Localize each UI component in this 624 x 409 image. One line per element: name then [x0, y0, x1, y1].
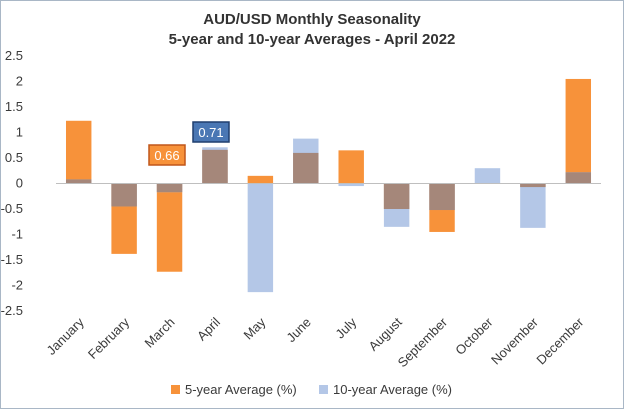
- legend-label: 10-year Average (%): [333, 382, 452, 397]
- annotations: 0.66 0.71: [148, 121, 230, 166]
- y-tick-label: 0: [16, 176, 23, 191]
- x-tick-label: December: [533, 314, 586, 367]
- legend: 5-year Average (%) 10-year Average (%): [171, 382, 452, 397]
- bar-5yr: [156, 183, 183, 272]
- x-tick-label: August: [366, 314, 405, 353]
- bar-5yr: [65, 120, 92, 184]
- legend-label: 5-year Average (%): [185, 382, 297, 397]
- bar-10yr: [247, 183, 274, 293]
- bar-overlap: [65, 179, 92, 184]
- x-tick-label: March: [142, 315, 178, 351]
- data-label-april: 0.71: [192, 121, 230, 143]
- data-label-box: [192, 121, 230, 143]
- y-tick-label: -1.5: [1, 252, 23, 267]
- bar-overlap: [520, 183, 546, 188]
- x-tick-label: May: [241, 314, 269, 342]
- data-label-box: [148, 144, 186, 166]
- x-tick-label: June: [283, 315, 314, 346]
- bar-5yr: [565, 78, 592, 184]
- bar-group-october: [474, 168, 501, 184]
- x-tick-label: November: [488, 314, 541, 367]
- bar-overlap: [565, 172, 592, 184]
- bar-10yr: [520, 183, 546, 228]
- bar-group-may: [247, 175, 274, 293]
- y-tick-label: -2: [11, 278, 23, 293]
- chart-subtitle: 5-year and 10-year Averages - April 2022: [169, 31, 456, 48]
- x-tick-label: April: [194, 314, 223, 343]
- legend-swatch: [171, 385, 180, 394]
- x-tick-label: July: [332, 314, 359, 341]
- bars: [65, 78, 592, 293]
- x-tick-label: September: [395, 314, 451, 370]
- x-tick-label: February: [85, 314, 133, 362]
- y-tick-label: -1: [11, 227, 23, 242]
- chart-title: AUD/USD Monthly Seasonality: [203, 11, 421, 28]
- bar-10yr: [474, 168, 501, 184]
- bar-overlap: [156, 183, 183, 193]
- bar-group-september: [429, 183, 455, 232]
- bar-group-december: [565, 78, 592, 184]
- y-axis: 2.5 2 1.5 1 0.5 0 -0.5 -1 -1.5 -2 -2.5: [1, 48, 23, 318]
- bar-group-january: [65, 120, 92, 184]
- y-tick-label: 1: [16, 125, 23, 140]
- bar-5yr: [247, 175, 274, 184]
- bar-group-march: [156, 183, 183, 272]
- y-tick-label: -2.5: [1, 303, 23, 318]
- bar-overlap: [429, 183, 455, 211]
- bar-group-november: [520, 183, 546, 228]
- bar-group-june: [293, 138, 319, 184]
- bar-overlap: [293, 152, 319, 184]
- data-label-march: 0.66: [148, 144, 186, 166]
- y-tick-label: 2: [16, 74, 23, 89]
- bar-overlap: [383, 183, 410, 209]
- bar-overlap: [202, 149, 228, 184]
- bar-10yr: [338, 183, 364, 187]
- legend-item: 10-year Average (%): [319, 382, 452, 397]
- y-tick-label: 0.5: [5, 150, 23, 165]
- x-tick-label: January: [44, 314, 88, 358]
- bar-group-february: [111, 183, 137, 254]
- x-tick-label: October: [452, 314, 496, 358]
- data-label-text: 0.71: [198, 125, 223, 140]
- bar-5yr: [338, 150, 364, 184]
- bar-group-august: [383, 183, 410, 227]
- y-tick-label: 2.5: [5, 48, 23, 63]
- bar-group-july: [338, 150, 364, 187]
- y-tick-label: 1.5: [5, 99, 23, 114]
- bar-group-april: [202, 147, 228, 184]
- legend-item: 5-year Average (%): [171, 382, 297, 397]
- legend-swatch: [319, 385, 328, 394]
- bar-overlap: [111, 183, 137, 207]
- y-tick-label: -0.5: [1, 201, 23, 216]
- data-label-text: 0.66: [154, 148, 179, 163]
